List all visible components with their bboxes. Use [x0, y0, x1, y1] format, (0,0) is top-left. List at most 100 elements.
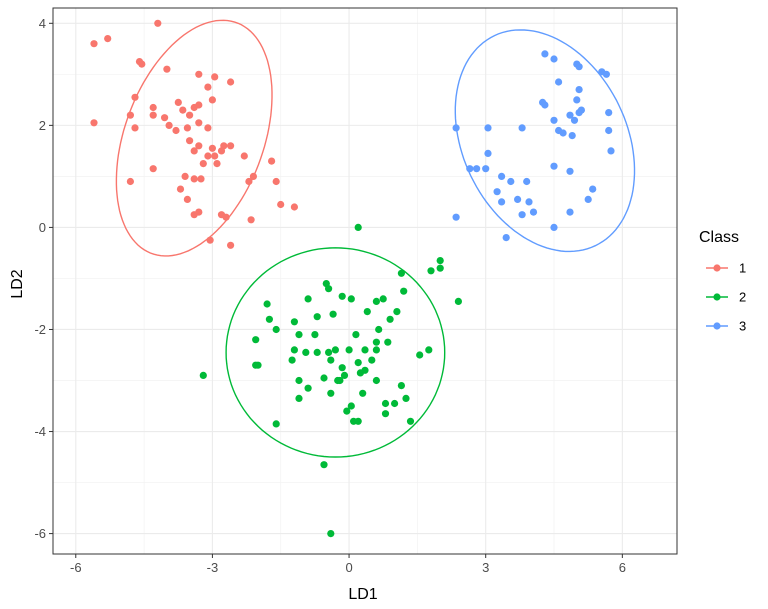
point-class-1: [208, 96, 216, 104]
point-class-3: [484, 149, 492, 157]
legend-label-3: 3: [739, 319, 746, 334]
point-class-3: [482, 165, 490, 173]
legend-label-2: 2: [739, 290, 746, 305]
point-class-1: [161, 114, 169, 122]
point-class-3: [541, 50, 549, 58]
point-class-1: [165, 121, 173, 129]
point-class-3: [507, 177, 515, 186]
point-class-2: [295, 376, 303, 385]
point-class-3: [605, 109, 613, 117]
point-class-2: [363, 308, 371, 316]
point-class-3: [452, 124, 460, 132]
point-class-2: [340, 371, 349, 379]
point-class-2: [427, 267, 435, 275]
point-class-1: [195, 119, 203, 127]
point-class-2: [347, 402, 355, 410]
point-class-1: [208, 144, 216, 152]
point-class-3: [523, 177, 531, 186]
point-class-2: [265, 315, 273, 323]
point-class-3: [502, 234, 510, 242]
point-class-2: [425, 346, 433, 354]
point-class-3: [559, 129, 567, 137]
point-class-2: [338, 364, 346, 372]
point-class-1: [190, 103, 198, 112]
x-tick-label: -6: [70, 560, 82, 575]
point-class-1: [227, 78, 235, 86]
point-class-1: [163, 65, 171, 73]
x-tick-label: 0: [345, 560, 352, 575]
point-class-3: [566, 167, 574, 175]
point-class-2: [199, 371, 207, 379]
point-class-3: [498, 198, 506, 206]
legend: Class 1 2 3: [699, 229, 746, 334]
point-class-1: [131, 93, 139, 101]
point-class-2: [352, 331, 360, 339]
legend-key-point-3: [713, 322, 721, 330]
point-class-2: [368, 356, 376, 364]
y-tick-label: -2: [34, 322, 46, 337]
point-class-3: [605, 126, 613, 135]
point-class-3: [518, 124, 526, 132]
point-class-2: [311, 331, 319, 339]
point-class-1: [181, 172, 189, 180]
point-class-3: [575, 63, 583, 71]
point-class-1: [204, 152, 212, 160]
point-class-1: [149, 111, 157, 119]
point-class-2: [436, 264, 444, 272]
point-class-1: [174, 98, 182, 106]
point-class-3: [484, 124, 492, 132]
point-class-1: [186, 111, 194, 119]
point-class-1: [126, 177, 134, 186]
point-class-2: [334, 376, 342, 385]
point-class-2: [338, 292, 346, 300]
point-class-2: [454, 297, 462, 305]
point-class-2: [313, 348, 321, 356]
point-class-1: [186, 137, 194, 145]
point-class-2: [327, 356, 335, 364]
point-class-2: [302, 348, 310, 356]
point-class-2: [290, 346, 298, 354]
point-class-1: [220, 142, 228, 150]
legend-key-point-1: [713, 264, 721, 272]
point-class-2: [397, 382, 405, 390]
point-class-3: [570, 116, 579, 124]
point-class-3: [518, 211, 526, 219]
point-class-2: [320, 461, 328, 469]
point-class-2: [375, 325, 383, 334]
point-class-3: [525, 198, 533, 206]
point-class-2: [400, 287, 408, 295]
point-class-2: [393, 308, 401, 316]
point-class-2: [304, 384, 312, 392]
x-axis-title: LD1: [348, 586, 377, 603]
point-class-2: [272, 325, 280, 334]
point-class-3: [550, 223, 558, 231]
y-axis-title: LD2: [9, 269, 26, 298]
point-class-2: [397, 269, 405, 277]
point-class-1: [245, 177, 253, 186]
legend-key-point-2: [713, 293, 721, 301]
point-class-1: [90, 119, 98, 127]
point-class-3: [466, 165, 474, 173]
y-tick-label: 4: [39, 16, 46, 31]
y-axis: -6 -4 -2 0 2 4: [34, 16, 53, 541]
point-class-2: [327, 530, 335, 538]
point-class-1: [206, 236, 214, 244]
point-class-1: [227, 142, 235, 150]
point-class-3: [493, 188, 501, 196]
point-class-1: [138, 60, 146, 68]
point-class-3: [529, 208, 538, 216]
point-class-2: [436, 257, 444, 265]
confidence-ellipses: [115, 19, 636, 458]
point-class-1: [176, 185, 185, 193]
x-tick-label: 6: [619, 560, 626, 575]
point-class-2: [361, 366, 369, 374]
point-class-3: [566, 208, 574, 216]
point-class-1: [195, 208, 203, 216]
point-class-1: [240, 152, 248, 160]
point-class-1: [272, 177, 280, 186]
y-tick-label: 0: [39, 220, 46, 235]
point-class-1: [179, 106, 187, 114]
point-class-1: [90, 40, 98, 48]
